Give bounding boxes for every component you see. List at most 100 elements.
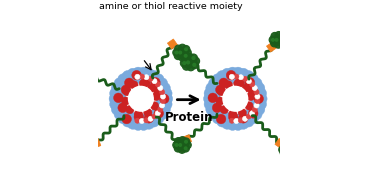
Circle shape xyxy=(228,114,238,124)
Circle shape xyxy=(252,107,257,112)
Circle shape xyxy=(177,143,184,151)
Circle shape xyxy=(242,76,248,81)
Circle shape xyxy=(144,75,149,80)
Circle shape xyxy=(255,94,260,99)
Circle shape xyxy=(211,86,222,96)
Circle shape xyxy=(274,41,282,48)
Circle shape xyxy=(144,113,154,123)
Circle shape xyxy=(160,98,166,104)
Circle shape xyxy=(175,51,178,55)
Circle shape xyxy=(182,138,190,145)
Circle shape xyxy=(135,118,140,123)
Circle shape xyxy=(234,79,242,88)
Circle shape xyxy=(127,68,138,79)
Circle shape xyxy=(223,86,248,111)
Circle shape xyxy=(232,119,244,130)
Circle shape xyxy=(117,102,127,112)
Circle shape xyxy=(234,74,239,79)
Circle shape xyxy=(233,73,243,83)
Circle shape xyxy=(280,41,284,45)
Circle shape xyxy=(144,75,154,85)
Circle shape xyxy=(269,36,277,44)
Circle shape xyxy=(134,110,143,118)
Circle shape xyxy=(121,85,131,95)
Circle shape xyxy=(271,32,279,40)
Circle shape xyxy=(124,78,134,88)
Circle shape xyxy=(133,114,143,124)
Circle shape xyxy=(238,118,249,129)
Circle shape xyxy=(206,83,217,94)
Circle shape xyxy=(148,84,156,92)
Circle shape xyxy=(216,114,226,124)
Circle shape xyxy=(153,113,164,124)
Circle shape xyxy=(254,104,265,115)
Circle shape xyxy=(150,77,160,87)
Circle shape xyxy=(238,75,243,80)
Circle shape xyxy=(217,116,228,127)
Circle shape xyxy=(178,146,186,153)
Circle shape xyxy=(128,113,138,123)
Circle shape xyxy=(271,39,278,47)
Circle shape xyxy=(148,76,153,81)
Circle shape xyxy=(206,104,217,115)
Circle shape xyxy=(110,88,121,99)
Circle shape xyxy=(280,149,288,157)
Circle shape xyxy=(222,75,232,85)
Circle shape xyxy=(144,118,149,123)
Circle shape xyxy=(245,102,253,110)
Circle shape xyxy=(238,118,243,123)
Circle shape xyxy=(153,74,164,85)
Circle shape xyxy=(184,54,187,58)
Circle shape xyxy=(154,87,163,96)
Circle shape xyxy=(238,109,246,117)
Circle shape xyxy=(159,104,170,115)
Circle shape xyxy=(175,138,182,145)
Circle shape xyxy=(233,114,243,124)
Circle shape xyxy=(122,114,132,124)
Circle shape xyxy=(251,78,262,89)
Circle shape xyxy=(214,106,224,116)
Circle shape xyxy=(173,49,180,56)
Circle shape xyxy=(218,77,228,87)
Circle shape xyxy=(212,113,223,124)
Circle shape xyxy=(180,47,188,55)
Circle shape xyxy=(182,144,189,152)
Text: amine or thiol reactive moiety: amine or thiol reactive moiety xyxy=(99,2,243,11)
Circle shape xyxy=(284,150,292,158)
Circle shape xyxy=(123,110,133,120)
Circle shape xyxy=(210,91,220,101)
Circle shape xyxy=(138,119,149,130)
Circle shape xyxy=(191,56,195,60)
Circle shape xyxy=(287,144,294,152)
Circle shape xyxy=(160,94,166,99)
Circle shape xyxy=(182,61,186,65)
Circle shape xyxy=(280,142,288,150)
Circle shape xyxy=(159,83,170,94)
Circle shape xyxy=(180,140,188,147)
Circle shape xyxy=(156,96,166,107)
Circle shape xyxy=(251,96,261,107)
Circle shape xyxy=(249,102,259,112)
Circle shape xyxy=(161,99,172,110)
Circle shape xyxy=(141,78,150,87)
Circle shape xyxy=(252,85,257,91)
Circle shape xyxy=(110,99,121,110)
Circle shape xyxy=(178,44,186,52)
Circle shape xyxy=(243,70,254,82)
Circle shape xyxy=(228,112,238,122)
Bar xyxy=(182,53,192,63)
Circle shape xyxy=(184,141,191,149)
Circle shape xyxy=(121,97,130,105)
Circle shape xyxy=(234,118,239,124)
Circle shape xyxy=(155,111,160,116)
Circle shape xyxy=(273,36,280,44)
Circle shape xyxy=(217,87,226,96)
Circle shape xyxy=(284,148,288,152)
Circle shape xyxy=(190,61,198,69)
Circle shape xyxy=(188,56,196,64)
Circle shape xyxy=(144,113,154,123)
Circle shape xyxy=(148,77,158,87)
Circle shape xyxy=(118,113,129,124)
Circle shape xyxy=(255,98,260,104)
Circle shape xyxy=(279,146,287,153)
